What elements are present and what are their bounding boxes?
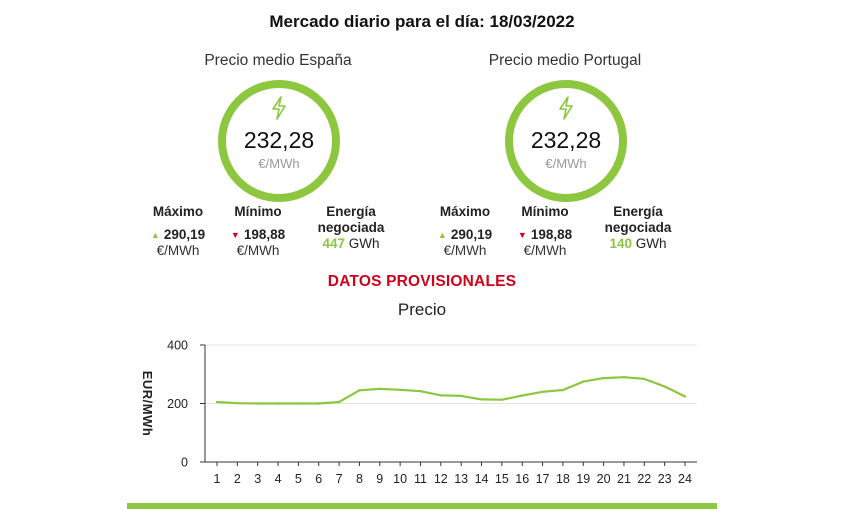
min-price-spain: Mínimo ▼ 198,88 €/MWh: [218, 204, 298, 259]
x-tick-label: 9: [376, 472, 383, 486]
x-tick-label: 22: [637, 472, 651, 486]
max-label: Máximo: [152, 204, 204, 219]
data-point: [317, 402, 320, 405]
data-point: [378, 387, 381, 391]
x-tick-label: 18: [556, 472, 570, 486]
data-point: [276, 402, 280, 405]
x-tick-label: 2: [234, 472, 241, 486]
x-tick-label: 17: [536, 472, 550, 486]
x-tick-label: 21: [617, 472, 631, 486]
lightning-bolt-icon: [272, 96, 286, 120]
data-point: [602, 376, 605, 380]
price-ring-spain: 232,28 €/MWh: [218, 80, 340, 202]
provisional-data-notice: DATOS PROVISIONALES: [327, 273, 517, 290]
min-price-portugal: Mínimo ▼ 198,88 €/MWh: [505, 204, 585, 259]
x-tick-label: 3: [254, 472, 261, 486]
energy-label-line1: Energía: [613, 204, 663, 219]
max-unit: €/MWh: [156, 243, 200, 258]
max-price-spain: Máximo ▲ 290,19 €/MWh: [138, 204, 218, 259]
triangle-down-icon: ▼: [517, 230, 527, 240]
data-point: [582, 380, 585, 383]
y-tick-label: 200: [167, 397, 188, 411]
y-tick-label: 400: [167, 339, 188, 353]
x-tick-label: 11: [414, 472, 427, 486]
data-point: [439, 394, 443, 397]
energy-value: 140: [609, 236, 632, 251]
price-ring-portugal: 232,28 €/MWh: [505, 80, 627, 202]
y-axis-label: EUR/MWh: [140, 371, 155, 437]
chart-title: Precio: [397, 300, 447, 319]
x-tick-label: 20: [597, 472, 611, 486]
max-value: 290,19: [450, 227, 493, 242]
data-point: [683, 395, 687, 398]
x-tick-label: 8: [356, 472, 363, 486]
energy-traded-portugal: Energía negociada 140 GWh: [591, 204, 685, 252]
x-tick-label: 12: [434, 472, 448, 486]
average-price-unit-spain: €/MWh: [258, 156, 300, 171]
data-point: [622, 375, 626, 379]
max-price-portugal: Máximo ▲ 290,19 €/MWh: [425, 204, 505, 259]
average-price-portugal: 232,28: [530, 127, 602, 153]
x-tick-label: 5: [295, 472, 302, 486]
energy-value: 447: [322, 236, 345, 251]
energy-label-line1: Energía: [326, 204, 376, 219]
y-tick-label: 0: [181, 456, 188, 470]
market-spain-label: Precio medio España: [204, 52, 352, 69]
lightning-bolt-icon: [559, 96, 573, 120]
max-label: Máximo: [439, 204, 491, 219]
min-label: Mínimo: [234, 204, 282, 219]
x-tick-label: 14: [475, 472, 489, 486]
max-value: 290,19: [163, 227, 206, 242]
min-label: Mínimo: [521, 204, 569, 219]
price-series-line: [216, 376, 686, 405]
triangle-down-icon: ▼: [230, 230, 240, 240]
energy-unit: GWh: [635, 236, 667, 251]
average-price-unit-portugal: €/MWh: [545, 156, 587, 171]
data-point: [663, 385, 666, 388]
data-point: [337, 400, 341, 404]
x-tick-label: 24: [678, 472, 692, 486]
bottom-accent-bar: [127, 503, 717, 509]
data-point: [419, 390, 422, 393]
data-point: [561, 388, 565, 392]
triangle-up-icon: ▲: [150, 230, 160, 240]
min-value: 198,88: [243, 227, 286, 242]
x-tick-label: 15: [495, 472, 509, 486]
x-tick-label: 13: [454, 472, 468, 486]
data-point: [236, 402, 239, 405]
data-point: [358, 389, 361, 392]
x-tick-label: 10: [393, 472, 407, 486]
data-point: [541, 390, 544, 393]
triangle-up-icon: ▲: [437, 230, 447, 240]
data-point: [521, 394, 524, 397]
x-tick-label: 7: [336, 472, 343, 486]
average-price-spain: 232,28: [243, 127, 315, 153]
x-tick-label: 4: [275, 472, 282, 486]
energy-unit: GWh: [348, 236, 380, 251]
page-title: Mercado diario para el día: 18/03/2022: [269, 12, 575, 31]
data-point: [500, 398, 504, 401]
x-tick-label: 19: [576, 472, 590, 486]
data-point: [297, 402, 300, 405]
x-tick-label: 16: [515, 472, 529, 486]
min-unit: €/MWh: [523, 243, 567, 258]
data-point: [459, 394, 463, 398]
data-point: [398, 388, 402, 391]
min-value: 198,88: [530, 227, 573, 242]
x-tick-label: 6: [315, 472, 322, 486]
x-tick-label: 23: [658, 472, 672, 486]
data-point: [256, 402, 259, 405]
data-point: [643, 377, 646, 381]
x-tick-label: 1: [214, 472, 221, 486]
market-portugal-label: Precio medio Portugal: [488, 52, 642, 69]
data-point: [480, 398, 483, 401]
energy-label-line2: negociada: [317, 220, 385, 235]
energy-traded-spain: Energía negociada 447 GWh: [304, 204, 398, 252]
min-unit: €/MWh: [236, 243, 280, 258]
max-unit: €/MWh: [443, 243, 487, 258]
data-point: [215, 400, 219, 404]
energy-label-line2: negociada: [604, 220, 672, 235]
